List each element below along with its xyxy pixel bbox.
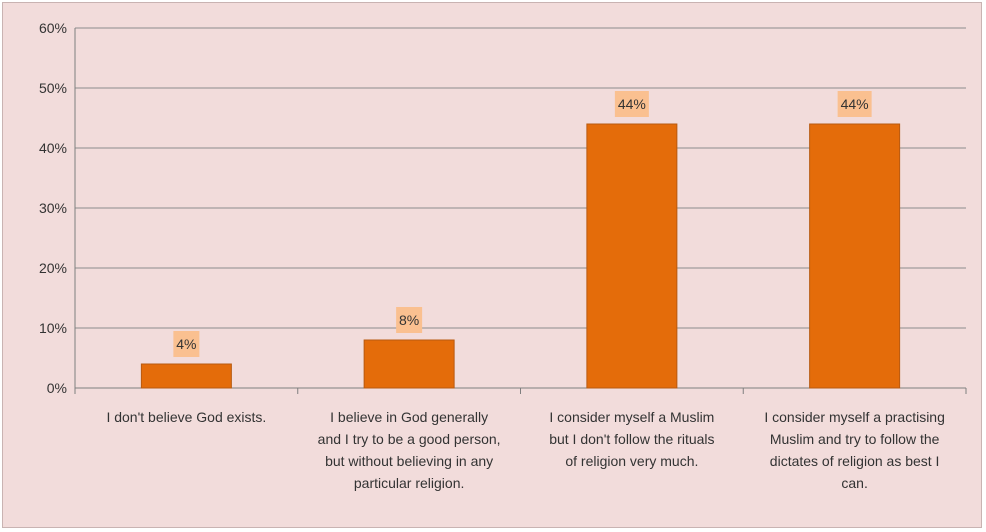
y-tick-label: 60% (39, 20, 67, 36)
y-tick-label: 40% (39, 140, 67, 156)
y-tick-label: 0% (47, 380, 67, 396)
bar (809, 123, 901, 389)
category-label-line: I believe in God generally (330, 409, 488, 425)
bar (586, 123, 678, 389)
category-label: I consider myself a Muslim but I don't fo… (549, 409, 714, 469)
category-label-line: particular religion. (354, 475, 465, 491)
y-tick-label: 20% (39, 260, 67, 276)
category-label-line: can. (841, 475, 867, 491)
bar (363, 339, 455, 389)
y-tick-label: 10% (39, 320, 67, 336)
category-label-line: but I don't follow the rituals (549, 431, 714, 447)
data-label-box (396, 307, 423, 333)
data-label-box (614, 91, 649, 117)
category-label-line: but without believing in any (325, 453, 493, 469)
y-tick-label: 30% (39, 200, 67, 216)
category-label-line: of religion very much. (565, 453, 698, 469)
category-label: I consider myself a practising Muslim and… (764, 409, 945, 491)
data-label: 4% (176, 336, 196, 352)
data-label: 44% (618, 96, 646, 112)
data-label: 44% (841, 96, 869, 112)
category-label-line: I consider myself a Muslim (549, 409, 714, 425)
category-label-line: and I try to be a good person, (318, 431, 501, 447)
category-label: I believe in God generally and I try to b… (318, 409, 501, 491)
data-label-box (173, 331, 200, 357)
data-label-box (837, 91, 872, 117)
category-label-line: I don't believe God exists. (106, 409, 266, 425)
bar (140, 363, 232, 389)
category-label-line: Muslim and try to follow the (770, 431, 940, 447)
y-tick-label: 50% (39, 80, 67, 96)
category-label-line: dictates of religion as best I (770, 453, 940, 469)
data-label: 8% (399, 312, 419, 328)
category-label-line: I consider myself a practising (764, 409, 945, 425)
category-label: I don't believe God exists. (106, 409, 266, 425)
